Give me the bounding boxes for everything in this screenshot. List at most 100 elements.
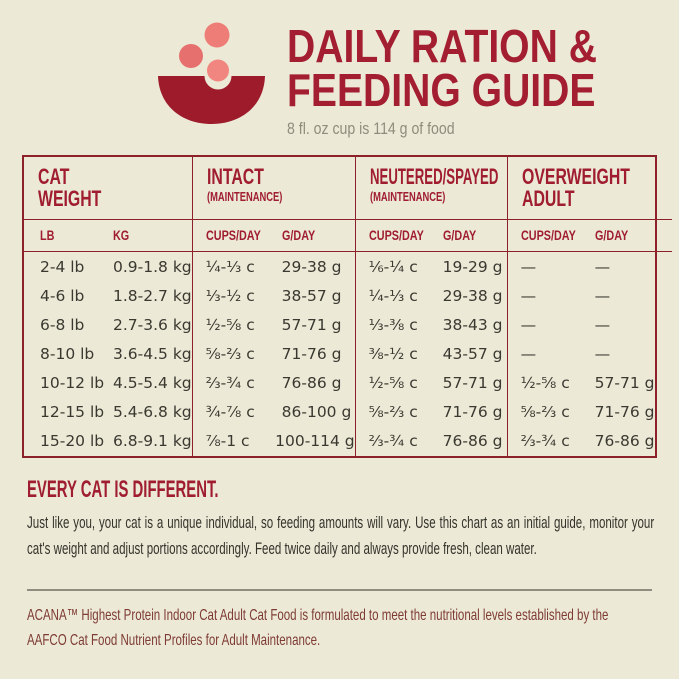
cell-value: — [520, 344, 537, 363]
table-cell: ⅝-⅔ c 71-76 g [193, 339, 355, 368]
cell-value: 19-29 g [442, 257, 503, 276]
table-cell: ⅔-¾ c 76-86 g [356, 427, 507, 456]
cell-value: ⅓-⅜ c [368, 315, 418, 334]
column-title: ADULT [521, 186, 575, 211]
cell-value: 57-71 g [594, 374, 655, 393]
title-line-2: FEEDING GUIDE [287, 64, 596, 116]
table-cell: ⅜-½ c 43-57 g [356, 339, 507, 368]
cell-value: — [520, 315, 537, 334]
cell-value: 15-20 lb [40, 432, 105, 451]
column-header-intact: INTACT (MAINTENANCE) [192, 157, 355, 220]
cell-value: 76-86 g [442, 432, 503, 451]
cell-value: 2.7-3.6 kg [113, 315, 192, 334]
cell-value: ½-⅝ c [205, 315, 255, 334]
divider-line [27, 589, 652, 591]
cell-value: ¼-⅓ c [205, 257, 255, 276]
feeding-advice-paragraph: Just like you, your cat is a unique indi… [27, 514, 655, 558]
cell-value: 12-15 lb [40, 403, 105, 422]
table-cell: ⅞-1 c 100-114 g [193, 427, 355, 456]
cell-value: 71-76 g [281, 344, 342, 363]
column-title: INTACT [206, 164, 264, 189]
table-cell: ⅝-⅔ c 71-76 g [508, 398, 672, 427]
cell-value: 5.4-6.8 kg [113, 403, 192, 422]
table-cell: ⅓-½ c 38-57 g [193, 281, 355, 310]
column-intact: INTACT (MAINTENANCE) CUPS/DAY G/DAY ¼-⅓ c 29-… [192, 157, 356, 456]
kibble-icon [179, 44, 203, 68]
cell-value: ⅝-⅔ c [520, 403, 570, 422]
kibble-icon [204, 22, 230, 48]
cell-value: — [594, 315, 611, 334]
cell-value: ⅔-¾ c [520, 432, 570, 451]
table-cell: ¼-⅓ c 29-38 g [356, 281, 507, 310]
cell-value: ⅔-¾ c [368, 432, 418, 451]
cell-value: ⅞-1 c [205, 432, 250, 451]
bowl-shape [158, 76, 265, 124]
cell-value: ⅜-½ c [368, 344, 418, 363]
table-cell: 8-10 lb 3.6-4.5 kg [24, 339, 192, 368]
column-units-row: LB KG [24, 220, 192, 252]
aafco-statement: ACANA™ Highest Protein Indoor Cat Adult … [27, 607, 609, 649]
table-cell: ½-⅝ c 57-71 g [193, 310, 355, 339]
unit-label: LB [40, 228, 55, 243]
unit-label: G/DAY [442, 228, 476, 243]
table-cell: ½-⅝ c 57-71 g [508, 369, 672, 398]
cell-value: 38-43 g [442, 315, 503, 334]
cell-value: 76-86 g [281, 374, 342, 393]
column-overweight-adult: OVERWEIGHT ADULT CUPS/DAY G/DAY — — — — — — — — ½-⅝ … [507, 157, 672, 456]
cell-value: 4-6 lb [40, 286, 85, 305]
cell-value: — [594, 344, 611, 363]
column-header-overweight-adult: OVERWEIGHT ADULT [507, 157, 672, 220]
cell-value: ½-⅝ c [368, 374, 418, 393]
column-title: CAT [38, 164, 70, 189]
cell-value: 0.9-1.8 kg [113, 257, 192, 276]
column-subtitle: (MAINTENANCE) [206, 189, 283, 204]
table-cell: — — [508, 252, 672, 281]
column-units-row: CUPS/DAY G/DAY [507, 220, 672, 252]
table-cell: 12-15 lb 5.4-6.8 kg [24, 398, 192, 427]
cell-value: 43-57 g [442, 344, 503, 363]
cell-value: 86-100 g [281, 403, 352, 422]
cell-value: ⅔-¾ c [205, 374, 255, 393]
food-bowl-icon [158, 22, 265, 124]
cell-value: 57-71 g [442, 374, 503, 393]
table-cell: ⅓-⅜ c 38-43 g [356, 310, 507, 339]
column-header-neutered-spayed: NEUTERED/SPAYED (MAINTENANCE) [355, 157, 507, 220]
table-cell: 2-4 lb 0.9-1.8 kg [24, 252, 192, 281]
column-header-cat-weight: CAT WEIGHT [24, 157, 192, 220]
table-cell: — — [508, 339, 672, 368]
cell-value: — [520, 286, 537, 305]
table-cell: 10-12 lb 4.5-5.4 kg [24, 369, 192, 398]
cell-value: ¼-⅓ c [368, 286, 418, 305]
column-units-row: CUPS/DAY G/DAY [192, 220, 355, 252]
unit-label: CUPS/DAY [368, 228, 424, 243]
cell-value: 38-57 g [281, 286, 342, 305]
table-cell: — — [508, 281, 672, 310]
cell-value: ⅝-⅔ c [368, 403, 418, 422]
cell-value: 8-10 lb [40, 344, 95, 363]
unit-label: KG [113, 228, 130, 243]
cell-value: 4.5-5.4 kg [113, 374, 192, 393]
cell-value: ¾-⅞ c [205, 403, 255, 422]
cell-value: 6-8 lb [40, 315, 85, 334]
table-cell: 15-20 lb 6.8-9.1 kg [24, 427, 192, 456]
cell-value: — [594, 257, 611, 276]
header: DAILY RATION & FEEDING GUIDE 8 fl. oz cu… [287, 23, 652, 139]
cell-value: 29-38 g [442, 286, 503, 305]
cell-value: 57-71 g [281, 315, 342, 334]
column-neutered-spayed: NEUTERED/SPAYED (MAINTENANCE) CUPS/DAY G/DA… [355, 157, 508, 456]
section-heading: EVERY CAT IS DIFFERENT. [27, 476, 219, 503]
cell-value: 100-114 g [275, 432, 355, 451]
table-cell: — — [508, 310, 672, 339]
table-cell: ⅔-¾ c 76-86 g [193, 369, 355, 398]
title-line-1: DAILY RATION & [287, 20, 597, 72]
cell-value: ½-⅝ c [520, 374, 570, 393]
cell-value: 76-86 g [594, 432, 655, 451]
cell-value: 71-76 g [594, 403, 655, 422]
table-cell: ½-⅝ c 57-71 g [356, 369, 507, 398]
unit-label: CUPS/DAY [520, 228, 576, 243]
table-cell: 6-8 lb 2.7-3.6 kg [24, 310, 192, 339]
column-subtitle: (MAINTENANCE) [369, 189, 446, 204]
table-cell: ¾-⅞ c 86-100 g [193, 398, 355, 427]
kibble-icon [207, 59, 229, 82]
